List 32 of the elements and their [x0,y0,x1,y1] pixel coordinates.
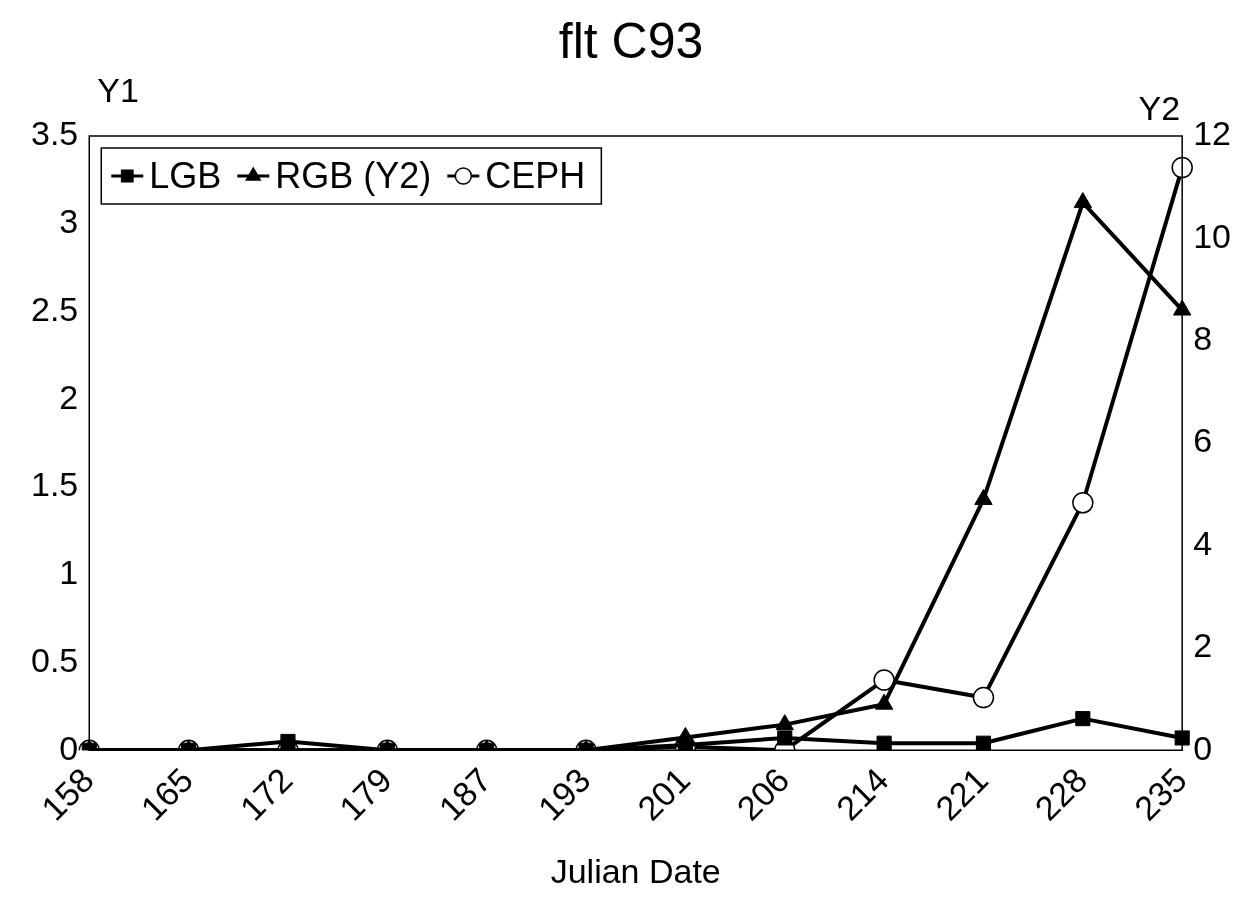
x-tick-label: 214 [828,760,896,828]
y-tick-label: 1 [59,553,79,592]
x-tick-label: 201 [629,760,697,828]
x-tick-label: 172 [232,760,300,828]
x-tick-label: 165 [133,760,201,828]
y2-tick-label: 0 [1193,728,1213,767]
y-tick-label: 1.5 [31,465,79,504]
x-tick-label: 228 [1027,760,1095,828]
y-tick-label: 2 [59,377,79,416]
y2-tick-label: 10 [1193,216,1232,255]
legend-label: RGB (Y2) [275,154,432,196]
y2-tick-label: 4 [1193,523,1213,562]
legend-label: CEPH [485,154,586,196]
y2-tick-label: 8 [1193,319,1213,358]
x-axis-title: Julian Date [550,851,721,890]
x-tick-label: 221 [928,760,996,828]
y-tick-label: 0.5 [31,640,79,679]
y2-tick-label: 6 [1193,421,1213,460]
y-tick-label: 3.5 [31,114,79,153]
x-tick-label: 187 [431,760,499,828]
x-tick-label: 206 [729,760,797,828]
legend-label: LGB [149,154,222,196]
y2-axis-title: Y2 [1138,89,1181,128]
x-tick-label: 235 [1126,760,1194,828]
y-axis-title: Y1 [97,71,139,110]
y2-tick-label: 2 [1193,626,1213,665]
y-tick-label: 3 [59,202,79,241]
x-tick-label: 193 [530,760,598,828]
x-tick-label: 179 [331,760,399,828]
y-tick-label: 2.5 [31,289,79,328]
chart-title: flt C93 [558,12,704,69]
y2-tick-label: 12 [1193,114,1232,153]
